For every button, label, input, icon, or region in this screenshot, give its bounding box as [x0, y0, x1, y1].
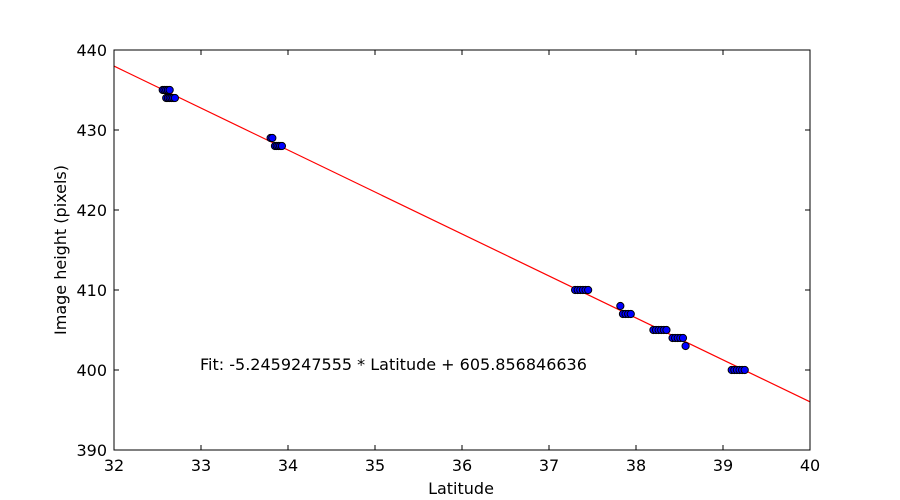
plot-frame — [113, 49, 811, 451]
y-tick-label: 420 — [76, 201, 107, 220]
axes-box — [113, 49, 811, 451]
x-tick-label: 38 — [626, 456, 646, 475]
y-tick-label: 400 — [76, 361, 107, 380]
x-tick-label: 37 — [539, 456, 559, 475]
data-point — [268, 133, 277, 143]
y-tick-label: 440 — [76, 41, 107, 60]
y-tick-label: 430 — [76, 121, 107, 140]
data-point — [165, 85, 174, 95]
data-point — [662, 325, 671, 335]
y-tick-label: 390 — [76, 441, 107, 460]
y-tick-label: 410 — [76, 281, 107, 300]
fit-annotation: Fit: -5.2459247555 * Latitude + 605.8568… — [200, 355, 587, 374]
data-point — [626, 309, 635, 319]
data-point — [740, 365, 749, 375]
data-point — [616, 301, 625, 311]
data-point — [681, 341, 690, 351]
x-tick-label: 34 — [278, 456, 298, 475]
fit-line — [114, 65, 810, 403]
x-tick-label: 35 — [365, 456, 385, 475]
data-point — [170, 93, 179, 103]
data-point — [678, 333, 688, 343]
data-point — [277, 141, 287, 151]
data-point — [584, 285, 593, 295]
x-tick-label: 36 — [452, 456, 472, 475]
x-axis-title: Latitude — [428, 479, 494, 498]
y-axis-title: Image height (pixels) — [51, 165, 70, 335]
x-tick-label: 40 — [800, 456, 820, 475]
x-tick-label: 32 — [104, 456, 124, 475]
x-tick-label: 39 — [713, 456, 733, 475]
axis-ticks: 32 33 34 35 36 37 38 39 40 390 400 410 420 430 440 — [76, 41, 820, 475]
x-tick-label: 33 — [191, 456, 211, 475]
chart-marks — [114, 65, 810, 403]
